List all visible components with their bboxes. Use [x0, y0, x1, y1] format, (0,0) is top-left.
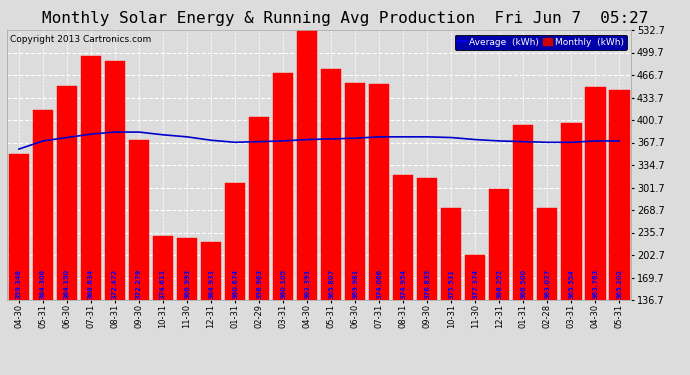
Bar	[105, 61, 125, 375]
Text: 375.531: 375.531	[448, 268, 454, 298]
Bar	[32, 110, 53, 375]
Bar	[585, 87, 606, 375]
Text: 369.981: 369.981	[352, 268, 358, 298]
Bar	[129, 140, 149, 375]
Bar	[177, 238, 197, 375]
Bar	[489, 189, 509, 375]
Text: 364.150: 364.150	[64, 268, 70, 298]
Bar	[561, 123, 582, 375]
Text: 360.674: 360.674	[232, 268, 238, 298]
Text: 365.554: 365.554	[569, 269, 574, 298]
Bar	[513, 125, 533, 375]
Text: 364.306: 364.306	[40, 268, 46, 298]
Text: 359.348: 359.348	[16, 268, 22, 298]
Bar	[537, 208, 558, 375]
Text: 360.105: 360.105	[280, 268, 286, 298]
Bar	[441, 208, 462, 375]
Bar	[152, 236, 173, 375]
Text: 365.202: 365.202	[616, 268, 622, 298]
Bar	[345, 83, 366, 375]
Bar	[417, 178, 437, 375]
Bar	[321, 69, 342, 375]
Text: 363.027: 363.027	[544, 268, 551, 298]
Bar	[225, 183, 245, 375]
Text: 377.374: 377.374	[472, 268, 478, 298]
Text: 365.807: 365.807	[328, 268, 334, 298]
Bar	[81, 56, 101, 375]
Text: 374.954: 374.954	[400, 268, 406, 298]
Bar	[609, 90, 629, 375]
Bar	[369, 84, 389, 375]
Text: 374.611: 374.611	[160, 268, 166, 298]
Bar	[393, 175, 413, 375]
Bar	[465, 255, 486, 375]
Text: 376.835: 376.835	[424, 268, 430, 298]
Bar	[201, 242, 221, 375]
Text: Copyright 2013 Cartronics.com: Copyright 2013 Cartronics.com	[10, 35, 151, 44]
Bar	[57, 86, 77, 375]
Text: 364.931: 364.931	[208, 268, 214, 298]
Text: 366.500: 366.500	[520, 268, 526, 298]
Bar	[9, 154, 29, 375]
Text: 368.634: 368.634	[88, 268, 94, 298]
Text: 368.252: 368.252	[496, 268, 502, 298]
Text: Monthly Solar Energy & Running Avg Production  Fri Jun 7  05:27: Monthly Solar Energy & Running Avg Produ…	[42, 11, 648, 26]
Text: 372.472: 372.472	[112, 268, 118, 298]
Text: 374.066: 374.066	[376, 268, 382, 298]
Legend: Average  (kWh), Monthly  (kWh): Average (kWh), Monthly (kWh)	[455, 34, 627, 50]
Text: 366.993: 366.993	[184, 268, 190, 298]
Bar	[273, 74, 293, 375]
Text: 372.279: 372.279	[136, 268, 142, 298]
Text: 362.391: 362.391	[304, 268, 310, 298]
Text: 363.763: 363.763	[592, 268, 598, 298]
Bar	[249, 117, 269, 375]
Bar	[297, 28, 317, 375]
Text: 358.963: 358.963	[256, 268, 262, 298]
